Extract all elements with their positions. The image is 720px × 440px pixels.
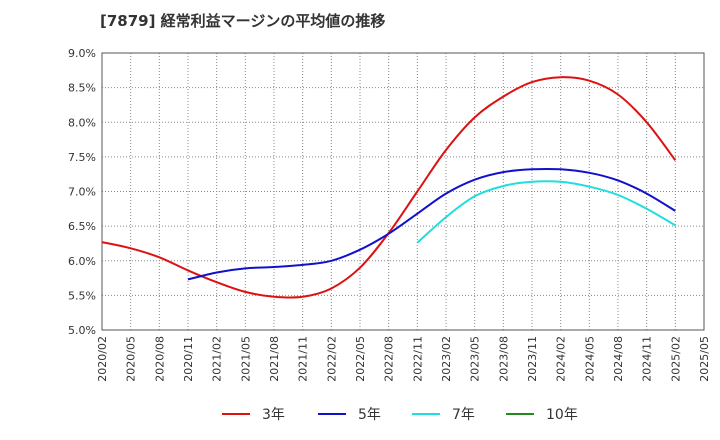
axis-layer: 5.0% 5.5% 6.0% 6.5% 7.0% 7.5% 8.0% 8.5% 9.0% 2020…: [68, 47, 711, 382]
legend: 3年 5年 7年 10年: [222, 407, 578, 423]
x-tick-label: 2020/11: [182, 336, 195, 382]
x-tick-label: 2024/08: [612, 336, 625, 382]
series-layer: [101, 76, 677, 299]
x-tick-label: 2023/11: [526, 336, 539, 382]
x-tick-label: 2022/08: [383, 336, 396, 382]
x-tick-label: 2022/05: [354, 336, 367, 382]
series-line-7年: [416, 180, 676, 244]
x-tick-label: 2021/02: [211, 336, 224, 382]
x-tick-label: 2022/02: [325, 336, 338, 382]
x-tick-label: 2021/08: [268, 336, 281, 382]
x-tick-label: 2023/05: [469, 336, 482, 382]
y-tick-label: 6.5%: [68, 220, 96, 233]
x-tick-label: 2021/05: [239, 336, 252, 382]
legend-label: 3年: [262, 407, 285, 423]
legend-label: 5年: [358, 407, 381, 423]
x-tick-label: 2024/11: [641, 336, 654, 382]
x-tick-label: 2023/08: [497, 336, 510, 382]
y-tick-label: 5.5%: [68, 289, 96, 302]
x-tick-label: 2020/02: [96, 336, 109, 382]
x-tick-label: 2022/11: [411, 336, 424, 382]
x-tick-label: 2023/02: [440, 336, 453, 382]
x-tick-label: 2021/11: [297, 336, 310, 382]
x-tick-label: 2025/05: [698, 336, 711, 382]
y-tick-label: 5.0%: [68, 324, 96, 337]
legend-label: 10年: [546, 407, 578, 423]
y-tick-label: 7.0%: [68, 186, 96, 199]
x-tick-label: 2020/05: [125, 336, 138, 382]
x-tick-label: 2025/02: [669, 336, 682, 382]
chart-title: [7879] 経常利益マージンの平均値の推移: [100, 12, 386, 30]
y-tick-label: 6.0%: [68, 255, 96, 268]
y-tick-label: 7.5%: [68, 151, 96, 164]
legend-label: 7年: [452, 407, 475, 423]
y-tick-label: 9.0%: [68, 47, 96, 60]
y-tick-label: 8.5%: [68, 82, 96, 95]
series-line-5年: [187, 167, 676, 281]
grid-layer: [102, 53, 704, 330]
y-tick-label: 8.0%: [68, 116, 96, 129]
x-tick-label: 2024/02: [555, 336, 568, 382]
plot-border: [101, 52, 705, 331]
x-tick-label: 2024/05: [583, 336, 596, 382]
x-tick-label: 2020/08: [153, 336, 166, 382]
